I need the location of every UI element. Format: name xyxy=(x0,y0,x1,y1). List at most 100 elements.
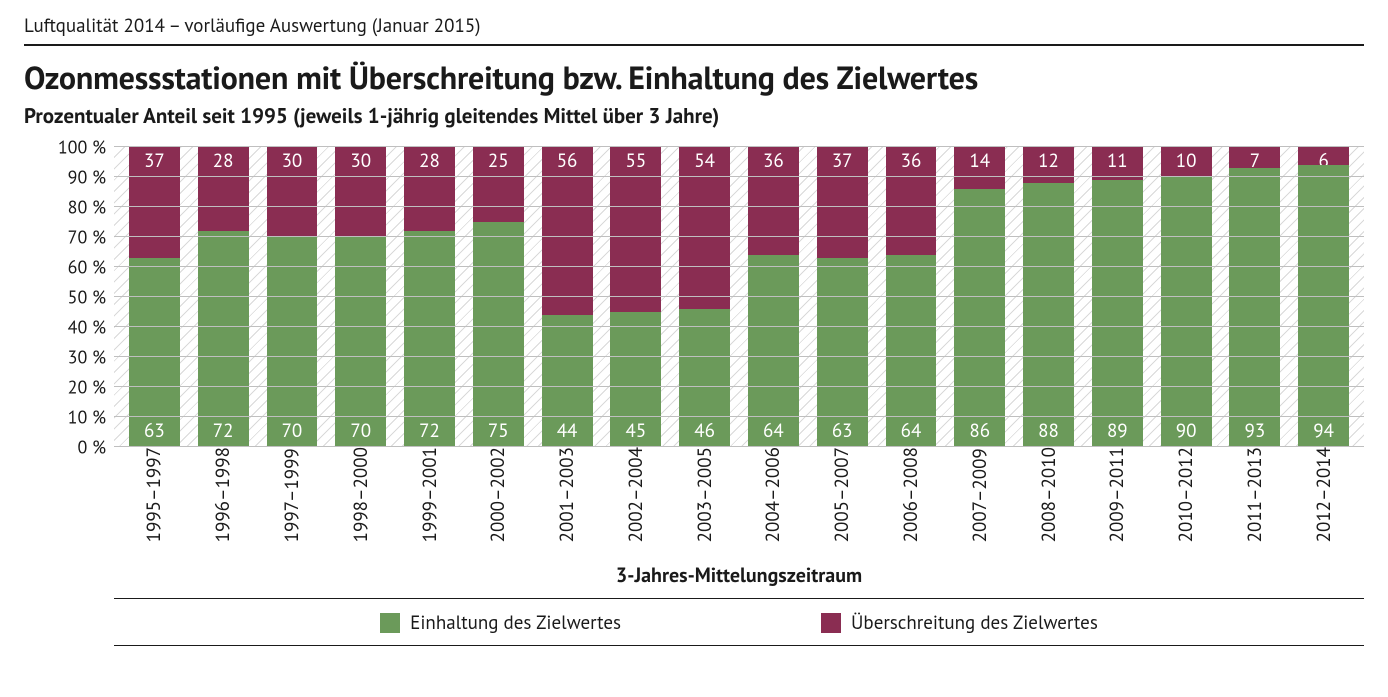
x-tick: 1996–1998 xyxy=(189,447,258,548)
x-tick-label: 2010–2012 xyxy=(1174,447,1198,548)
bar-value-ueberschreitung: 30 xyxy=(267,149,318,173)
plot-area: 3763287230703070287225755644554554463664… xyxy=(114,147,1364,447)
x-tick-label: 2003–2005 xyxy=(693,447,717,548)
bar: 54 46 xyxy=(679,147,730,447)
bar-segment-einhaltung: 45 xyxy=(610,312,661,447)
bar-slot: 2575 xyxy=(464,147,533,447)
x-tick: 1997–1999 xyxy=(258,447,327,548)
bar-segment-einhaltung: 63 xyxy=(817,258,868,447)
bar: 2872 xyxy=(198,147,249,447)
bar-slot: 56 44 xyxy=(533,147,602,447)
bar-value-ueberschreitung: 25 xyxy=(473,149,524,173)
bar-slot: 36 64 xyxy=(877,147,946,447)
y-tick: 100 % xyxy=(58,136,106,159)
bar: 3070 xyxy=(267,147,318,447)
bar-value-einhaltung: 46 xyxy=(679,419,730,443)
gridline xyxy=(114,416,1364,417)
y-tick: 30 % xyxy=(68,346,106,369)
bar-slot: 694 xyxy=(1289,147,1358,447)
x-tick-label: 2007–2009 xyxy=(968,447,992,548)
bar-value-ueberschreitung: 37 xyxy=(129,149,180,173)
legend-item: Überschreitung des Zielwertes xyxy=(821,611,1098,635)
bar-segment-ueberschreitung: 54 xyxy=(679,147,730,309)
x-tick: 2001–2003 xyxy=(533,447,602,548)
y-tick: 10 % xyxy=(68,406,106,429)
x-tick: 2008–2010 xyxy=(1014,447,1083,548)
bar-segment-einhaltung: 93 xyxy=(1229,168,1280,447)
bar-slot: 37 63 xyxy=(120,147,189,447)
x-axis-title: 3-Jahres-Mittelungszeitraum xyxy=(114,562,1364,599)
bar-slot: 1288 xyxy=(1014,147,1083,447)
subtitle: Prozentualer Anteil seit 1995 (jeweils 1… xyxy=(24,102,1364,129)
x-tick: 2007–2009 xyxy=(945,447,1014,548)
x-tick-label: 2011–2013 xyxy=(1243,447,1267,548)
bar-segment-einhaltung: 90 xyxy=(1161,177,1212,447)
bar-value-ueberschreitung: 36 xyxy=(748,149,799,173)
y-tick: 40 % xyxy=(68,316,106,339)
legend-swatch xyxy=(380,613,400,633)
bar: 11 89 xyxy=(1092,147,1143,447)
bar-segment-einhaltung: 44 xyxy=(542,315,593,447)
legend-item: Einhaltung des Zielwertes xyxy=(380,611,621,635)
bar: 14 86 xyxy=(954,147,1005,447)
bar-segment-ueberschreitung: 30 xyxy=(267,147,318,237)
x-tick-label: 2000–2002 xyxy=(486,447,510,548)
x-tick-label: 1996–1998 xyxy=(211,447,235,548)
x-axis: 1995–19971996–19981997–19991998–20001999… xyxy=(114,447,1364,548)
bar: 3664 xyxy=(748,147,799,447)
bar-segment-einhaltung: 86 xyxy=(954,189,1005,447)
bar-value-ueberschreitung: 55 xyxy=(610,149,661,173)
x-tick-label: 2012–2014 xyxy=(1312,447,1336,548)
supertitle: Luftqualität 2014 – vorläufige Auswertun… xyxy=(24,14,1364,46)
x-tick-label: 1997–1999 xyxy=(280,447,304,548)
bar-segment-ueberschreitung: 37 xyxy=(817,147,868,258)
bar-segment-ueberschreitung: 14 xyxy=(954,147,1005,189)
y-tick: 80 % xyxy=(68,196,106,219)
x-tick-label: 2008–2010 xyxy=(1037,447,1061,548)
gridline xyxy=(114,146,1364,147)
bar-segment-ueberschreitung: 36 xyxy=(886,147,937,255)
bar-slot: 55 45 xyxy=(601,147,670,447)
bar: 37 63 xyxy=(817,147,868,447)
bar-value-einhaltung: 63 xyxy=(129,419,180,443)
bar-value-ueberschreitung: 56 xyxy=(542,149,593,173)
bar-value-ueberschreitung: 11 xyxy=(1092,149,1143,173)
bar-segment-ueberschreitung: 56 xyxy=(542,147,593,315)
bar-value-einhaltung: 89 xyxy=(1092,419,1143,443)
bar-segment-ueberschreitung: 28 xyxy=(198,147,249,231)
bars-container: 3763287230703070287225755644554554463664… xyxy=(114,147,1364,447)
bar-value-einhaltung: 86 xyxy=(954,419,1005,443)
bar-slot: 793 xyxy=(1221,147,1290,447)
bar-value-einhaltung: 44 xyxy=(542,419,593,443)
gridline xyxy=(114,236,1364,237)
bar-segment-einhaltung: 46 xyxy=(679,309,730,447)
bar-segment-ueberschreitung: 10 xyxy=(1161,147,1212,177)
x-tick: 2012–2014 xyxy=(1289,447,1358,548)
bar-value-ueberschreitung: 30 xyxy=(335,149,386,173)
bar-value-ueberschreitung: 54 xyxy=(679,149,730,173)
x-tick-label: 1999–2001 xyxy=(418,447,442,548)
bar-segment-einhaltung: 72 xyxy=(404,231,455,447)
x-tick: 2005–2007 xyxy=(808,447,877,548)
bar: 793 xyxy=(1229,147,1280,447)
bar-value-einhaltung: 72 xyxy=(404,419,455,443)
legend-label: Überschreitung des Zielwertes xyxy=(851,611,1098,635)
bar-slot: 37 63 xyxy=(808,147,877,447)
bar-segment-einhaltung: 72 xyxy=(198,231,249,447)
chart: 0 %10 %20 %30 %40 %50 %60 %70 %80 %90 %1… xyxy=(24,147,1364,447)
bar: 3070 xyxy=(335,147,386,447)
gridline xyxy=(114,206,1364,207)
x-tick: 2004–2006 xyxy=(739,447,808,548)
bar-slot: 11 89 xyxy=(1083,147,1152,447)
y-tick: 50 % xyxy=(68,286,106,309)
bar-slot: 3070 xyxy=(258,147,327,447)
bar-segment-ueberschreitung: 37 xyxy=(129,147,180,258)
bar-value-einhaltung: 64 xyxy=(886,419,937,443)
x-tick: 2003–2005 xyxy=(670,447,739,548)
x-tick: 1999–2001 xyxy=(395,447,464,548)
bar-value-ueberschreitung: 37 xyxy=(817,149,868,173)
bar-segment-ueberschreitung: 12 xyxy=(1023,147,1074,183)
bar-value-ueberschreitung: 12 xyxy=(1023,149,1074,173)
gridline xyxy=(114,356,1364,357)
x-tick: 1995–1997 xyxy=(120,447,189,548)
